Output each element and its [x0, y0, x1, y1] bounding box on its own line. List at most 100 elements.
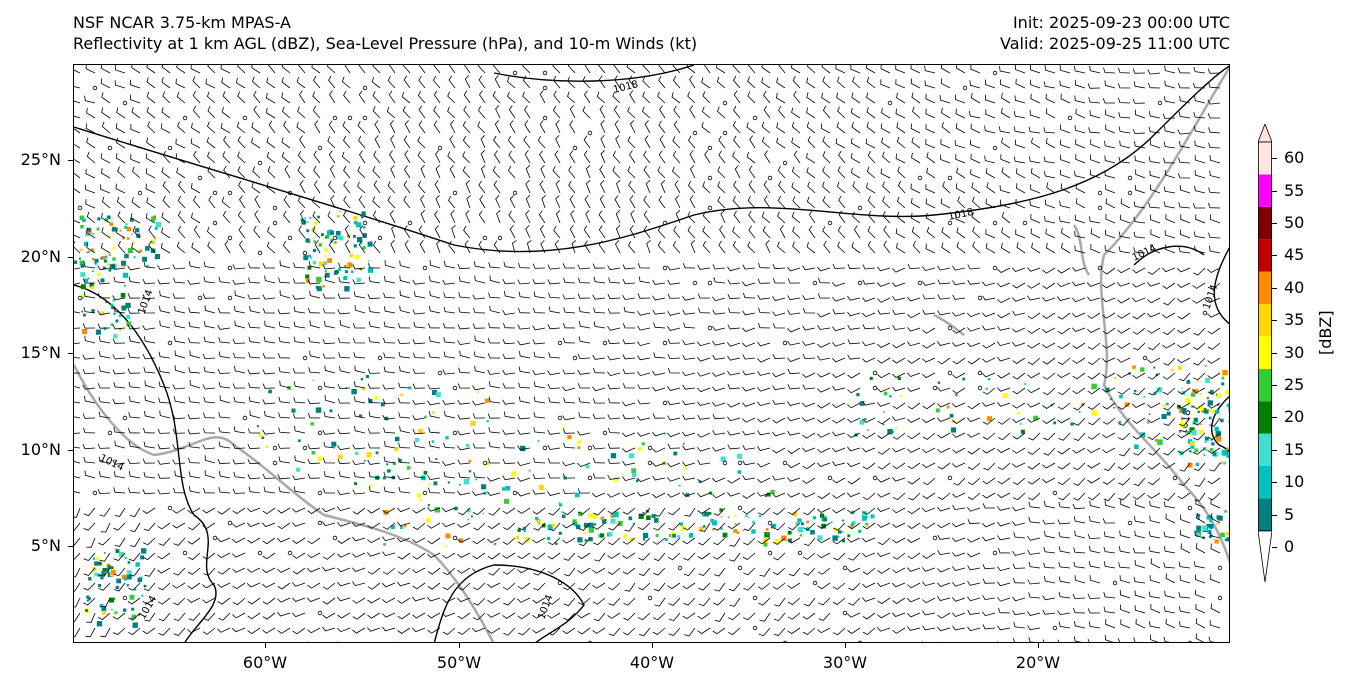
wind-barb	[112, 354, 126, 360]
wind-barb	[1179, 141, 1191, 149]
reflectivity-echo	[126, 237, 130, 240]
wind-barb	[487, 369, 501, 375]
wind-barb	[1135, 169, 1146, 179]
wind-barb	[592, 627, 606, 634]
colorbar-segment	[1258, 174, 1272, 207]
wind-barb	[937, 432, 951, 439]
reflectivity-echo	[1224, 510, 1227, 513]
wind-barb	[84, 95, 96, 104]
wind-barb	[1134, 530, 1146, 539]
wind-barb	[598, 240, 606, 254]
wind-barb	[98, 456, 111, 464]
reflectivity-echo	[864, 418, 867, 421]
wind-barb	[473, 472, 486, 479]
wind-barb	[1089, 575, 1101, 584]
wind-barb	[74, 401, 81, 404]
wind-barb	[910, 197, 921, 209]
wind-barb	[487, 458, 500, 464]
colorbar-segment	[1258, 271, 1272, 304]
colorbar-tick	[1272, 223, 1277, 224]
wind-barb	[592, 413, 606, 419]
wind-barb	[100, 242, 111, 254]
wind-barb	[113, 276, 126, 284]
reflectivity-echo	[131, 614, 137, 620]
reflectivity-echo	[535, 517, 539, 521]
reflectivity-echo	[719, 508, 723, 512]
reflectivity-echo	[577, 446, 581, 449]
wind-barb	[74, 167, 81, 179]
wind-barb	[672, 166, 681, 179]
wind-barb	[682, 400, 696, 406]
isobar-label: 1014	[1201, 283, 1220, 311]
wind-barb	[74, 69, 81, 74]
reflectivity-echo	[601, 519, 607, 524]
wind-barb	[159, 305, 171, 314]
colorbar-tick-label: 20	[1284, 407, 1305, 427]
reflectivity-echo	[151, 240, 155, 245]
wind-barb	[398, 486, 411, 494]
wind-barb	[681, 492, 696, 497]
wind-barb	[253, 225, 261, 239]
wind-barb	[1146, 282, 1161, 287]
wind-barb	[833, 627, 846, 636]
wind-barb	[867, 150, 876, 164]
wind-barb	[563, 397, 576, 404]
reflectivity-echo	[435, 392, 441, 398]
colorbar-tick	[1272, 320, 1277, 322]
reflectivity-echo	[1186, 380, 1191, 384]
wind-barb	[667, 552, 681, 561]
reflectivity-echo	[734, 523, 737, 525]
wind-barb	[1162, 113, 1176, 119]
wind-barb	[921, 567, 936, 572]
wind-barb	[847, 324, 861, 330]
wind-barb	[690, 165, 696, 179]
wind-barb	[682, 461, 696, 467]
calm-wind-marker	[662, 220, 668, 226]
wind-barb	[487, 537, 501, 543]
wind-barb	[1057, 462, 1071, 470]
lon-label-30w: 30°W	[822, 653, 868, 672]
lat-tick	[68, 546, 73, 547]
wind-barb	[539, 120, 546, 134]
wind-barb	[911, 92, 921, 104]
wind-barb	[509, 225, 516, 239]
wind-barb	[1119, 140, 1131, 149]
wind-barb	[593, 537, 606, 546]
wind-barb	[866, 92, 876, 104]
wind-barb	[403, 180, 411, 194]
wind-barb	[622, 476, 636, 482]
calm-wind-marker	[932, 535, 938, 541]
wind-barb	[682, 582, 696, 590]
wind-barb	[727, 430, 741, 436]
wind-barb	[85, 65, 96, 74]
reflectivity-echo	[79, 257, 81, 260]
reflectivity-echo	[101, 605, 107, 611]
wind-barb	[616, 180, 621, 194]
wind-barb	[222, 151, 231, 164]
reflectivity-echo	[84, 278, 89, 283]
wind-barb	[443, 292, 456, 299]
wind-barb	[1118, 156, 1131, 164]
wind-barb	[359, 225, 366, 239]
wind-barb	[1073, 477, 1086, 486]
wind-barb	[489, 275, 501, 284]
reflectivity-echo	[113, 597, 116, 600]
colorbar-tick-label: 10	[1284, 472, 1305, 492]
reflectivity-echo	[365, 375, 369, 379]
wind-barb	[247, 522, 261, 527]
wind-barb	[1150, 634, 1159, 642]
wind-barb	[996, 402, 1011, 407]
calm-wind-marker	[452, 430, 458, 436]
wind-barb	[787, 278, 801, 284]
wind-barb	[382, 551, 396, 557]
calm-wind-marker	[707, 145, 713, 151]
wind-barb	[629, 225, 636, 239]
wind-barb	[547, 444, 561, 450]
wind-barb	[658, 65, 666, 74]
wind-barb	[907, 312, 921, 319]
wind-barb	[202, 293, 216, 299]
reflectivity-echo	[323, 261, 328, 266]
wind-barb	[1117, 297, 1131, 304]
wind-barb	[82, 368, 96, 375]
wind-barb	[955, 213, 966, 224]
